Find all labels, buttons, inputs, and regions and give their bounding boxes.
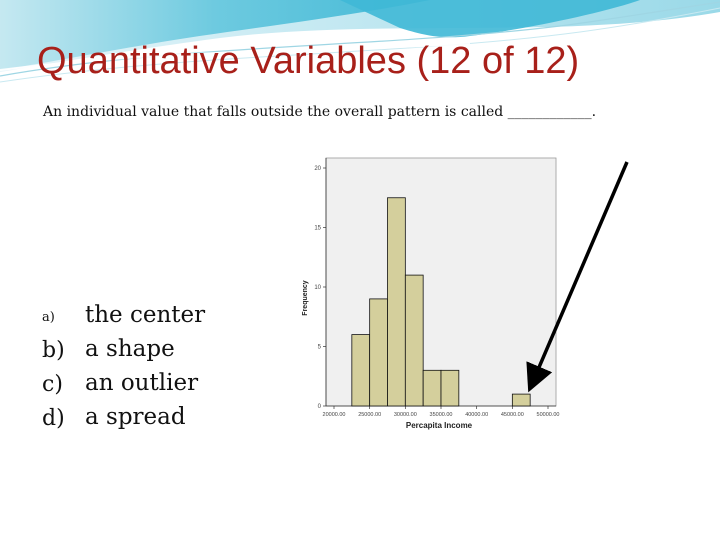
option-letter: b) (42, 338, 65, 363)
y-tick-label: 15 (314, 226, 321, 232)
option-letter: d) (42, 406, 65, 431)
y-tick-label: 20 (314, 166, 321, 172)
option-text: an outlier (85, 370, 199, 396)
histogram-bar (404, 274, 424, 407)
histogram-chart: 0 5 10 15 20 20000.00 25000.00 30000.00 35000.0… (288, 148, 560, 432)
y-tick-label: 5 (318, 345, 322, 351)
y-ticks: 0 5 10 15 20 (314, 166, 326, 410)
option-letter: c) (42, 372, 63, 397)
option-text: a spread (85, 404, 186, 430)
y-axis-label: Frequency (302, 280, 309, 316)
slide-title: Quantitative Variables (12 of 12) (37, 40, 580, 82)
option-letter: a) (42, 310, 55, 325)
x-tick-label: 30000.00 (394, 412, 417, 418)
x-tick-label: 40000.00 (465, 412, 488, 418)
x-tick-label: 25000.00 (358, 412, 381, 418)
histogram-bar (440, 369, 460, 407)
x-ticks: 20000.00 25000.00 30000.00 35000.00 40000.00… (323, 406, 560, 418)
x-tick-label: 20000.00 (323, 412, 346, 418)
header-swoosh-decoration (0, 0, 720, 83)
arrow-line (526, 161, 629, 393)
option-text: a shape (85, 336, 175, 362)
y-tick-label: 0 (318, 404, 322, 410)
question-text: An individual value that falls outside t… (43, 104, 597, 120)
y-tick-label: 10 (314, 285, 321, 291)
x-tick-label: 35000.00 (430, 412, 453, 418)
histogram-bar (511, 393, 531, 407)
option-text: the center (85, 302, 206, 328)
x-tick-label: 45000.00 (501, 412, 524, 418)
x-tick-label: 50000.00 (537, 412, 560, 418)
x-axis-label: Percapita Income (406, 421, 473, 430)
histogram-bars (351, 197, 531, 407)
